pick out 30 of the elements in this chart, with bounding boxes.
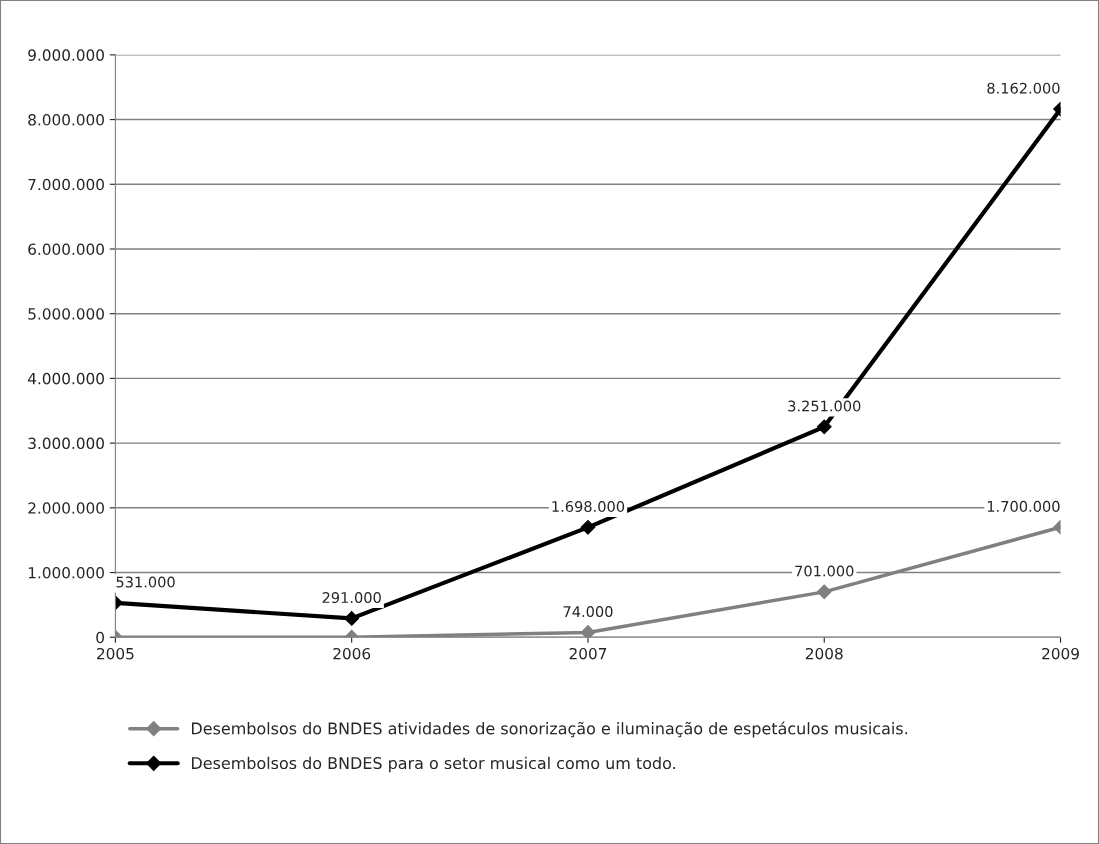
y-tick-label: 7.000.000: [28, 178, 104, 191]
x-tick-label: 2007: [569, 647, 607, 660]
y-tick-label: 3.000.000: [28, 437, 104, 450]
y-tick-label: 1.000.000: [28, 566, 104, 579]
point: [580, 519, 596, 535]
x-tick-label: 2009: [1042, 647, 1079, 660]
data-label: 1.698.000: [552, 500, 625, 513]
point: [816, 419, 832, 435]
y-tick-label: 4.000.000: [27, 372, 104, 385]
y-tick-label: 5.000.000: [28, 308, 104, 320]
legend-label: Desembolsos do BNDES atividades de sonorização e iluminação de espetáculos musicais.: [192, 721, 907, 738]
y-tick-label: 2.000.000: [28, 502, 104, 514]
data-label: 701.000: [795, 565, 854, 577]
y-tick-label: 8.000.000: [28, 114, 104, 126]
point: [580, 625, 596, 638]
data-label: 291.000: [322, 592, 381, 604]
data-label: 3.251.000: [788, 400, 861, 412]
y-tick-label: 6.000.000: [28, 243, 104, 255]
x-tick-label: 2006: [333, 647, 371, 660]
y-tick-label: 9.000.000: [28, 49, 104, 61]
x-tick-label: 2008: [805, 647, 843, 660]
legend-label: Desembolsos do BNDES para o setor musical como um todo.: [192, 756, 675, 773]
data-label: 74.000: [563, 606, 613, 618]
data-label: 531.000: [116, 576, 175, 588]
point: [344, 611, 360, 626]
data-label: 1.700.000: [987, 500, 1060, 512]
point: [816, 584, 832, 600]
data-label: 8.162.000: [987, 82, 1060, 94]
x-tick-label: 2005: [97, 647, 134, 660]
y-tick-label: 0: [96, 631, 104, 644]
